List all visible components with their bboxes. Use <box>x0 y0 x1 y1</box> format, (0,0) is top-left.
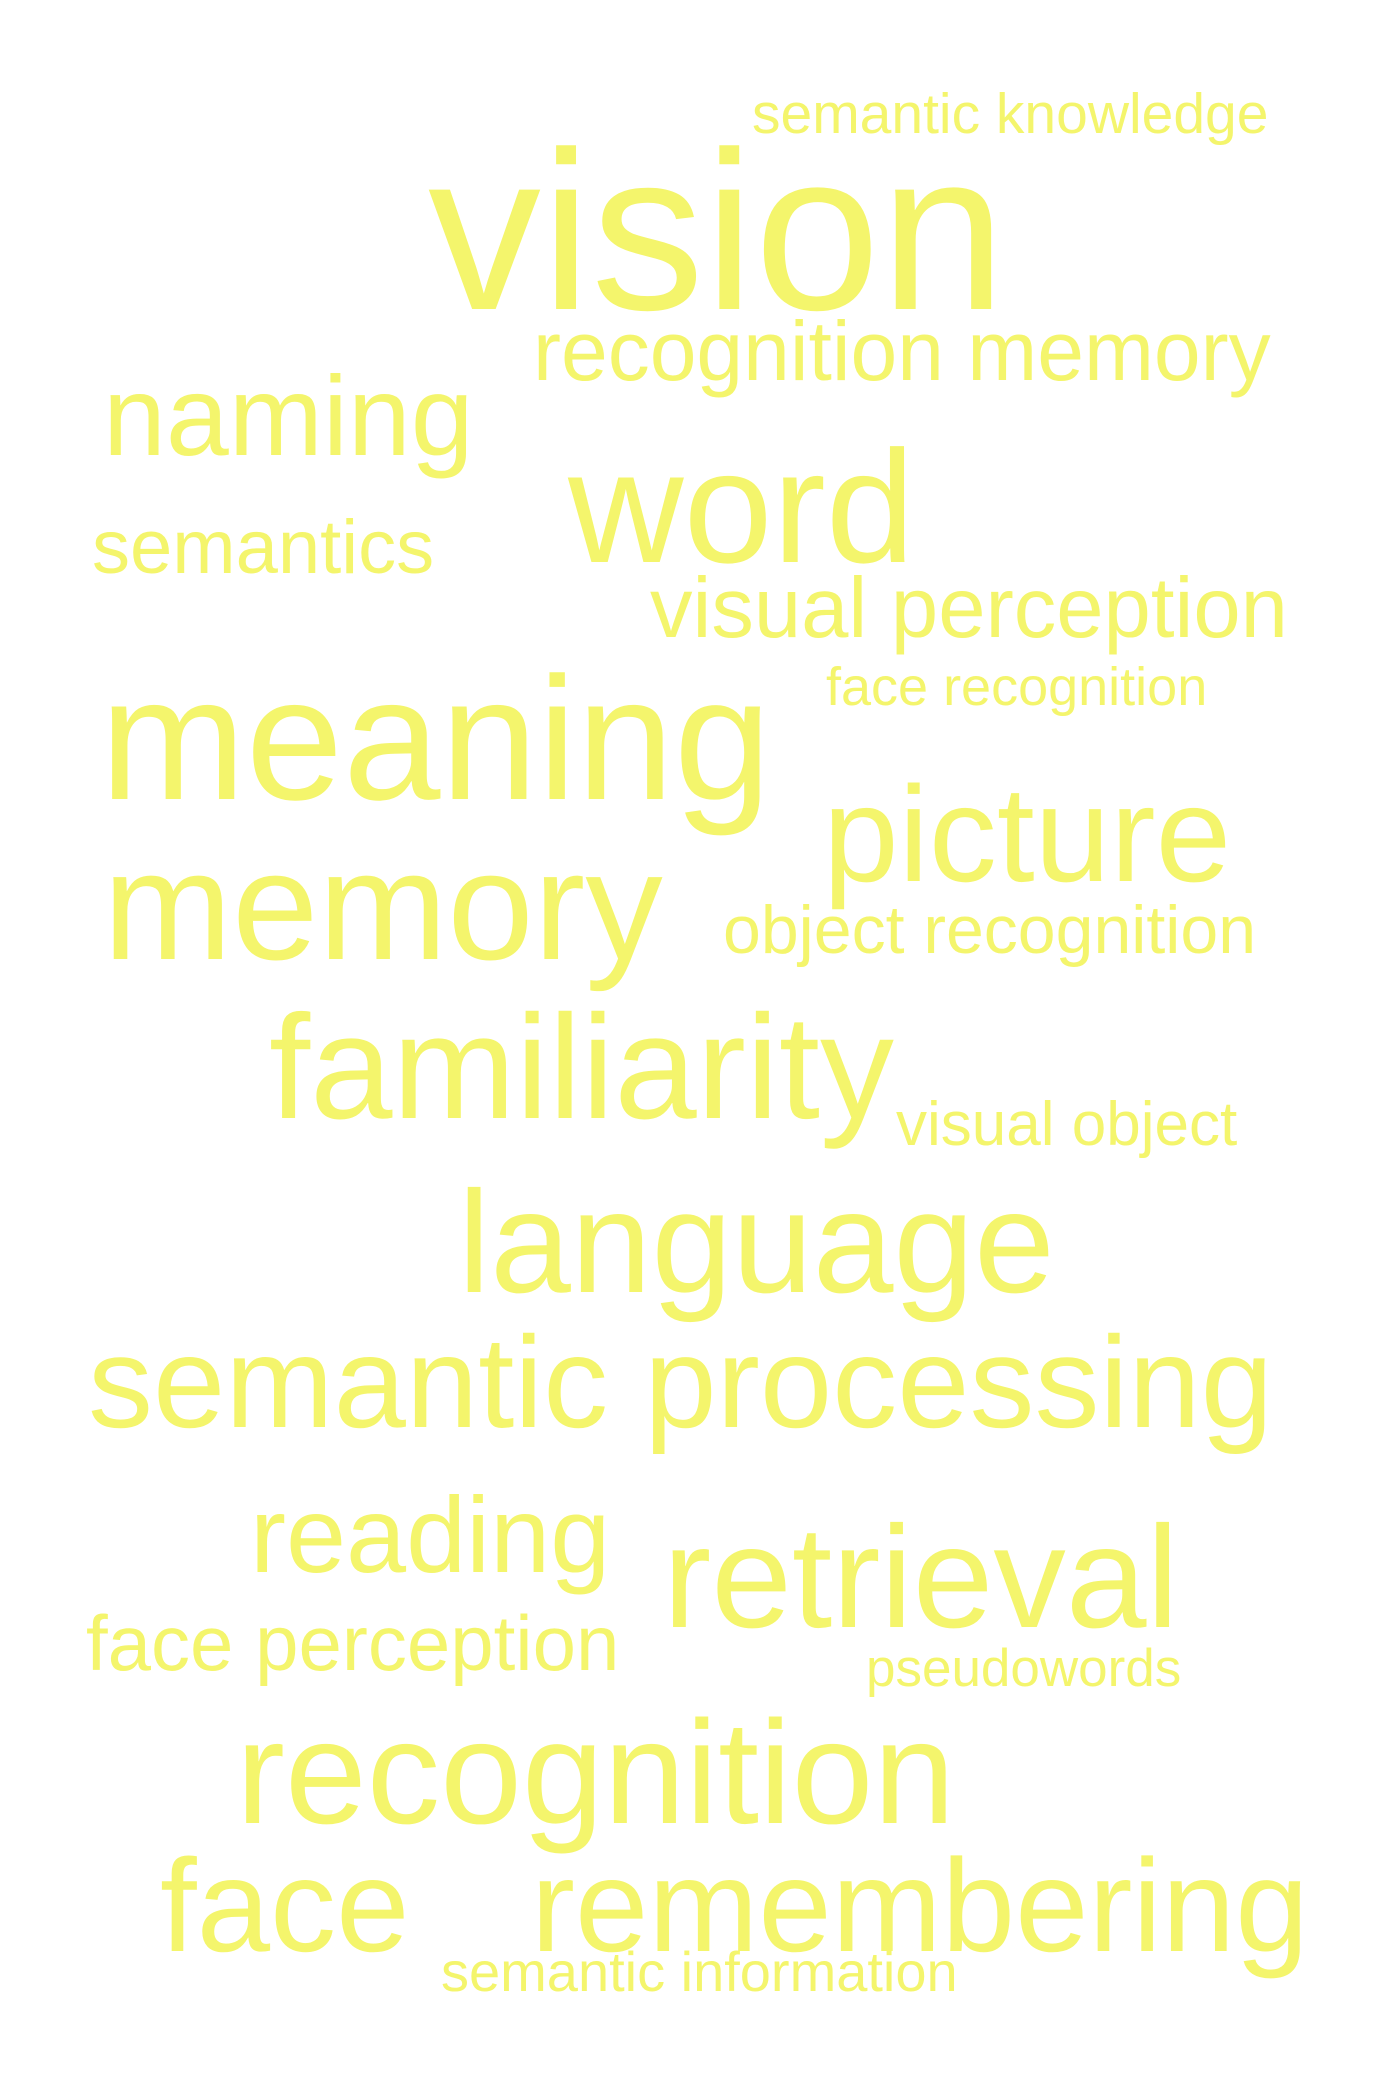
word-semantic-processing: semantic processing <box>88 1309 1273 1455</box>
word-vision: vision <box>428 104 1006 357</box>
word-word: word <box>568 417 915 596</box>
word-face: face <box>160 1832 410 1979</box>
word-retrieval: retrieval <box>663 1496 1179 1658</box>
word-remembering: remembering <box>531 1832 1309 1979</box>
word-memory: memory <box>103 819 663 992</box>
word-pseudowords: pseudowords <box>866 1639 1182 1698</box>
word-face-perception: face perception <box>86 1599 620 1687</box>
word-semantic-knowledge: semantic knowledge <box>752 82 1269 146</box>
word-reading: reading <box>250 1474 611 1595</box>
word-naming: naming <box>103 353 474 479</box>
word-recognition-memory: recognition memory <box>533 304 1271 398</box>
word-meaning: meaning <box>100 642 772 837</box>
word-visual-object: visual object <box>896 1090 1238 1159</box>
word-object-recognition: object recognition <box>723 892 1257 968</box>
word-semantics: semantics <box>92 505 435 590</box>
word-familiarity: familiarity <box>269 985 894 1150</box>
word-semantic-information: semantic information <box>441 1940 958 2003</box>
word-picture: picture <box>823 758 1232 910</box>
word-face-recognition: face recognition <box>826 657 1208 717</box>
word-recognition: recognition <box>236 1691 956 1855</box>
word-language: language <box>458 1161 1055 1323</box>
word-visual-perception: visual perception <box>650 561 1288 656</box>
